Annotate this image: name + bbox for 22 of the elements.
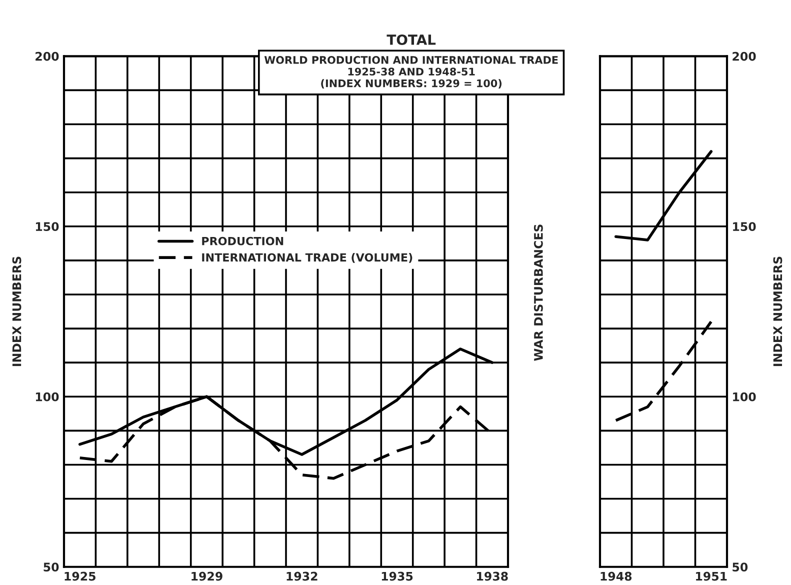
y-tick-label: 150	[36, 222, 59, 232]
y-tick-label: 200	[36, 52, 59, 61]
legend-label: PRODUCTION	[202, 236, 284, 246]
text: WORLD PRODUCTION AND INTERNATIONAL TRADE 1925-38 AND 1948-51 (INDEX NUMBERS: 1929 = 100)	[264, 56, 558, 88]
y-tick-label: 50	[44, 562, 59, 572]
x-tick-label: 1948	[600, 572, 632, 581]
x-tick-label: 1925	[64, 572, 96, 581]
y-axis-title: INDEX NUMBERS	[12, 256, 22, 366]
y2-axis-title: INDEX NUMBERS	[773, 256, 782, 366]
x-tick-label: 1938	[477, 572, 508, 581]
x-tick-label: 1929	[192, 572, 222, 581]
x-tick-label: 1932	[286, 572, 318, 581]
y2-tick-label: 50	[732, 562, 748, 572]
chart-title: TOTAL	[386, 34, 436, 45]
y2-tick-label: 200	[732, 52, 756, 61]
y-tick-label: 100	[36, 392, 59, 402]
text: WAR DISTURBANCES	[534, 224, 543, 361]
x-tick-label: 1951	[696, 572, 727, 581]
y2-tick-label: 100	[733, 392, 756, 402]
x-tick-label: 1935	[382, 572, 413, 581]
y2-tick-label: 150	[733, 222, 756, 232]
legend-label: INTERNATIONAL TRADE (VOLUME)	[202, 253, 412, 263]
